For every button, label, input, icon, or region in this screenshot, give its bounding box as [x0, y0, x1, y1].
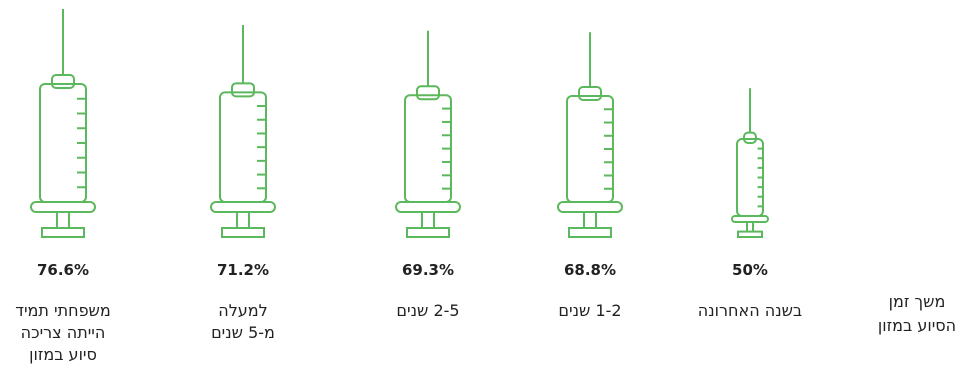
- value-label-2: 68.8%: [564, 261, 616, 279]
- syringe-mark-5: [30, 9, 96, 238]
- category-label-1-line-1: בשנה האחרונה: [698, 301, 802, 320]
- axis-title-line-1: משך זמן: [889, 292, 946, 311]
- category-label-5-line-1: משפחתי תמיד: [15, 301, 111, 320]
- value-label-1: 50%: [732, 261, 768, 279]
- syringe-mark-2: [557, 32, 623, 238]
- value-label-4: 71.2%: [217, 261, 269, 279]
- category-label-5-line-2: הייתה צריכה: [21, 323, 106, 342]
- category-label-4-line-2: מ-5 שנים: [211, 323, 275, 342]
- syringe-mark-4: [210, 25, 276, 238]
- axis-title-line-2: הסיוע במזון: [878, 316, 956, 335]
- syringe-marks: [30, 9, 769, 239]
- category-label-5-line-3: סיוע במזון: [29, 345, 97, 364]
- value-labels: 50% 68.8% 69.3% 71.2% 76.6%: [37, 261, 768, 279]
- category-label-3-line-1: 2-5 שנים: [396, 301, 459, 320]
- category-labels: בשנה האחרונה 1-2 שנים 2-5 שנים למעלה מ-5 שני…: [15, 301, 802, 364]
- syringe-mark-3: [395, 30, 461, 238]
- category-label-2-line-1: 1-2 שנים: [558, 301, 621, 320]
- syringe-mark-1: [731, 88, 769, 239]
- category-label-4-line-1: למעלה: [218, 301, 268, 320]
- value-label-5: 76.6%: [37, 261, 89, 279]
- value-label-3: 69.3%: [402, 261, 454, 279]
